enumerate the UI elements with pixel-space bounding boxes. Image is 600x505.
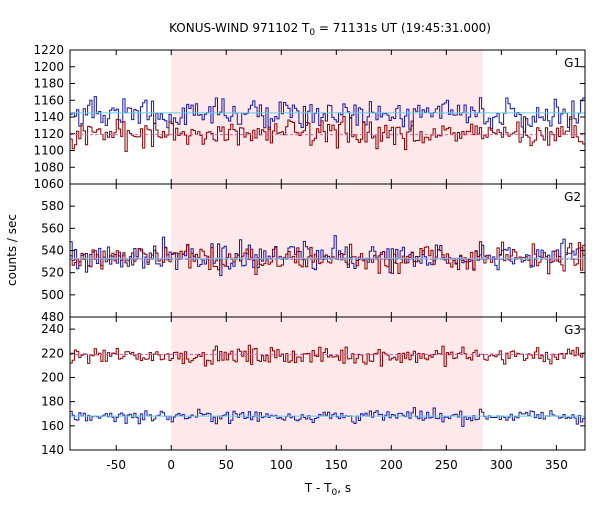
y-tick-label: 1060 [33, 177, 64, 191]
y-tick-label: 540 [41, 244, 64, 258]
y-tick-label: 1140 [33, 110, 64, 124]
x-tick-label: 250 [435, 458, 458, 472]
panel-g2: 480 500 520 540 560 580 G2 [41, 183, 586, 324]
x-tick-label: 0 [167, 458, 175, 472]
panel-label-g2: G2 [564, 190, 581, 204]
x-tick-label: 150 [325, 458, 348, 472]
y-tick-label: 220 [41, 346, 64, 360]
y-tick-label: 1180 [33, 77, 64, 91]
series-red_series-g3 [70, 344, 585, 367]
y-tick-label: 1200 [33, 60, 64, 74]
y-tick-label: 1220 [33, 43, 64, 57]
y-axis-label: counts / sec [5, 214, 19, 286]
x-axis-label: T - T0, s [304, 481, 351, 498]
panel-g3: 140 160 180 200 220 240 G3 [41, 316, 586, 457]
y-tick-label: 240 [41, 322, 64, 336]
panel-label-g3: G3 [564, 323, 581, 337]
y-tick-label: 160 [41, 419, 64, 433]
panel-label-g1: G1 [564, 56, 581, 70]
y-tick-label: 180 [41, 395, 64, 409]
y-tick-label: 580 [41, 199, 64, 213]
x-tick-label: 200 [380, 458, 403, 472]
x-tick-label: 350 [545, 458, 568, 472]
y-tick-label: 1120 [33, 127, 64, 141]
y-tick-label: 1100 [33, 144, 64, 158]
x-tick-label: 100 [270, 458, 293, 472]
y-tick-label: 480 [41, 310, 64, 324]
y-tick-label: 500 [41, 288, 64, 302]
highlight-region [171, 50, 483, 184]
y-tick-label: 560 [41, 221, 64, 235]
series-red_series-g2 [70, 241, 585, 275]
y-tick-label: 1160 [33, 93, 64, 107]
y-tick-label: 140 [41, 443, 64, 457]
y-tick-label: 1080 [33, 160, 64, 174]
x-tick-label: 300 [490, 458, 513, 472]
panels-layer: 1060 1080 1100 1120 1140 1160 1180 1200 1220 G1 48… [33, 43, 586, 472]
x-tick-label: 50 [219, 458, 234, 472]
panel-frame [69, 316, 586, 451]
y-tick-label: 200 [41, 370, 64, 384]
highlight-region [171, 317, 483, 450]
panel-g1: 1060 1080 1100 1120 1140 1160 1180 1200 1220 G1 [33, 43, 586, 191]
y-tick-label: 520 [41, 266, 64, 280]
series-red_series-g1 [70, 115, 585, 152]
chart-title: KONUS-WIND 971102 T0 = 71131s UT (19:45:… [169, 21, 491, 38]
x-tick-label: -50 [106, 458, 126, 472]
